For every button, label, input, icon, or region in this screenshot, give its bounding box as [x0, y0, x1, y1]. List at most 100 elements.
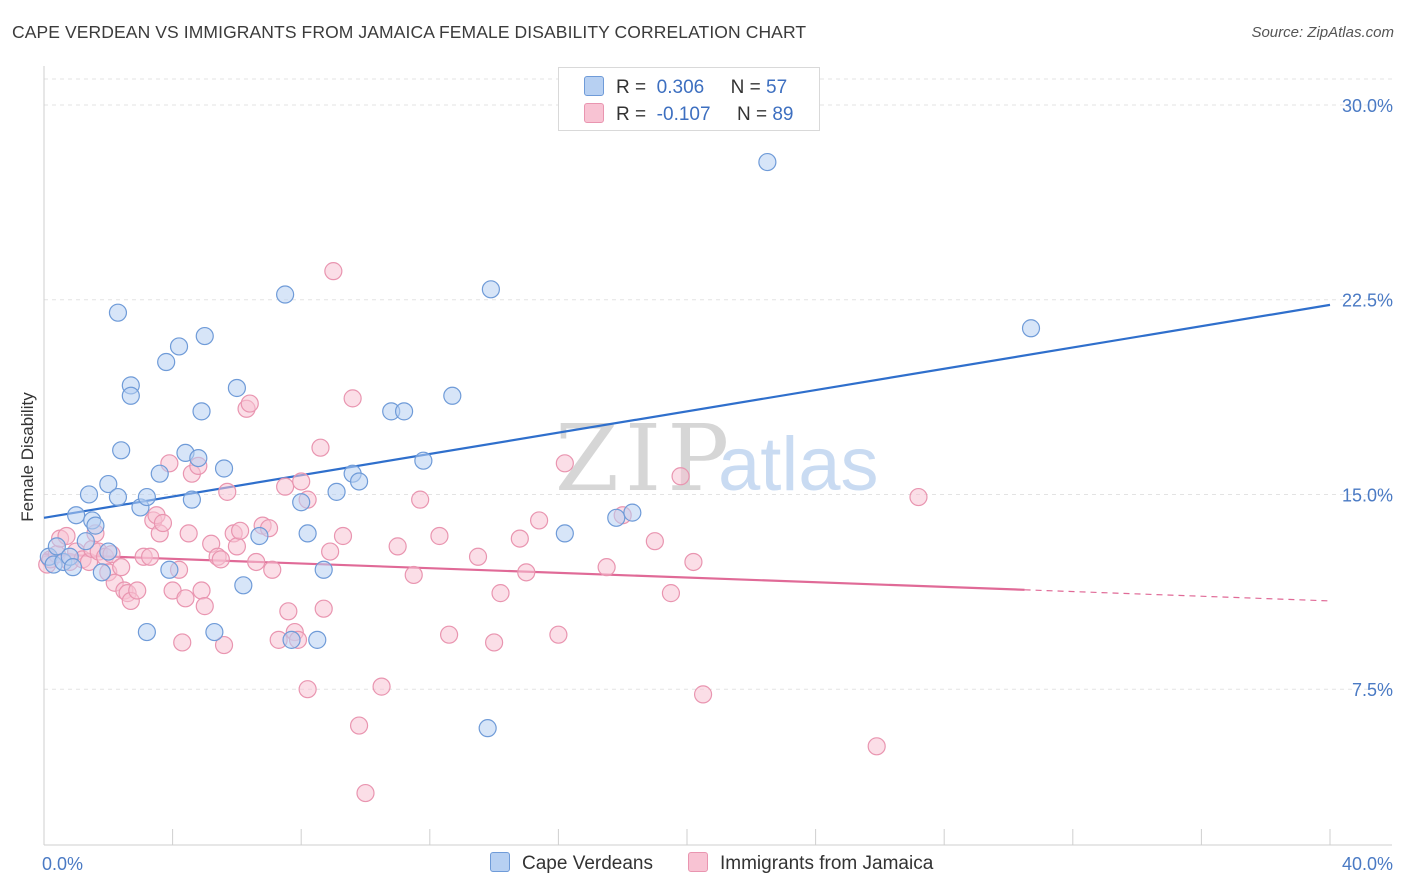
cape-verdean-point	[623, 503, 642, 522]
jamaica-point	[112, 558, 131, 577]
legend-n-value: 57	[766, 77, 788, 98]
cape-verdean-point	[182, 490, 201, 509]
cape-verdean-point	[327, 482, 346, 501]
jamaica-point	[298, 680, 317, 699]
jamaica-point	[227, 537, 246, 556]
jamaica-point	[349, 716, 369, 735]
legend-n-label: N =	[736, 104, 768, 125]
jamaica-point	[314, 599, 333, 618]
cape-verdean-point	[555, 524, 574, 543]
series-cape-verdean-points	[39, 152, 1041, 738]
watermark: ZIP atlas	[555, 405, 879, 512]
watermark-zip: ZIP	[555, 405, 735, 512]
bottom-legend-label: Cape Verdeans	[522, 853, 653, 874]
cape-verdean-point	[205, 622, 224, 642]
trend-line-0	[43, 303, 1331, 519]
jamaica-point	[173, 633, 192, 652]
jamaica-point	[867, 737, 886, 756]
cape-verdean-point	[298, 524, 317, 543]
cape-verdean-point	[234, 576, 253, 595]
jamaica-point	[263, 560, 282, 579]
series-jamaica-points	[38, 262, 928, 803]
legend-swatch-pink	[584, 103, 604, 123]
y-axis-title: Female Disability	[18, 392, 37, 522]
jamaica-point	[671, 467, 690, 486]
legend-row-jamaica: R = -0.107 N = 89	[584, 103, 793, 127]
jamaica-point	[214, 635, 234, 655]
y-tick-label: 15.0%	[1342, 485, 1393, 505]
cape-verdean-point	[308, 630, 327, 649]
cape-verdean-point	[481, 280, 500, 299]
jamaica-point	[292, 472, 311, 491]
cape-verdean-point	[92, 563, 111, 582]
jamaica-point	[549, 625, 568, 644]
grid-lines	[44, 78, 1392, 690]
bottom-legend-jamaica: Immigrants from Jamaica	[688, 852, 933, 875]
chart-title: CAPE VERDEAN VS IMMIGRANTS FROM JAMAICA …	[12, 22, 807, 42]
jamaica-point	[176, 589, 195, 608]
y-tick-label: 30.0%	[1342, 96, 1393, 116]
cape-verdean-point	[250, 526, 269, 546]
cape-verdean-point	[607, 508, 626, 527]
legend-swatch-blue	[584, 76, 604, 96]
jamaica-point	[153, 513, 173, 533]
cape-verdean-point	[192, 402, 211, 421]
jamaica-point	[343, 389, 362, 408]
jamaica-point	[684, 552, 703, 572]
cape-verdean-point	[394, 402, 414, 421]
jamaica-point	[324, 262, 343, 281]
cape-verdean-point	[67, 506, 86, 525]
jamaica-point	[597, 558, 616, 577]
cape-verdean-point	[276, 285, 295, 304]
cape-verdean-point	[79, 485, 99, 504]
cape-verdean-point	[414, 451, 433, 470]
cape-verdean-point	[150, 464, 169, 483]
jamaica-point	[485, 633, 504, 652]
bottom-legend-swatch-blue	[490, 852, 510, 872]
jamaica-point	[195, 597, 214, 616]
cape-verdean-point	[195, 326, 214, 346]
jamaica-point	[231, 521, 250, 540]
cape-verdean-point	[108, 487, 128, 507]
jamaica-point	[530, 511, 549, 530]
jamaica-point	[468, 547, 488, 566]
cape-verdean-point	[63, 558, 83, 577]
bottom-legend-label: Immigrants from Jamaica	[720, 853, 934, 874]
cape-verdean-point	[99, 542, 118, 561]
jamaica-point	[218, 482, 237, 501]
cape-verdean-point	[214, 459, 234, 478]
jamaica-point	[411, 490, 430, 509]
jamaica-point	[439, 625, 459, 644]
cape-verdean-point	[160, 560, 179, 579]
trend-line-extension-1	[1024, 589, 1331, 602]
cape-verdean-point	[292, 493, 311, 512]
cape-verdean-point	[99, 474, 118, 494]
jamaica-point	[430, 526, 449, 546]
legend-r-value: 0.306	[656, 77, 705, 98]
jamaica-point	[247, 552, 266, 572]
bottom-legend-cape-verdeans: Cape Verdeans	[490, 852, 653, 875]
cape-verdean-point	[169, 337, 189, 356]
jamaica-point	[372, 677, 391, 696]
jamaica-point	[693, 685, 713, 704]
cape-verdean-point	[758, 152, 777, 172]
jamaica-point	[276, 477, 295, 496]
jamaica-point	[661, 584, 681, 603]
jamaica-point	[211, 550, 230, 569]
cape-verdean-point	[76, 532, 95, 551]
cape-verdean-point	[47, 537, 66, 556]
cape-verdean-point	[137, 487, 156, 507]
cape-verdean-point	[137, 622, 156, 642]
correlation-legend: R = 0.306 N = 57 R = -0.107 N = 89	[558, 67, 820, 131]
y-tick-label: 7.5%	[1352, 680, 1393, 700]
bottom-legend-swatch-pink	[688, 852, 708, 872]
jamaica-point	[240, 394, 259, 413]
y-tick-label: 22.5%	[1342, 291, 1393, 311]
jamaica-point	[192, 581, 211, 600]
legend-row-cape-verdean: R = 0.306 N = 57	[584, 76, 787, 100]
cape-verdean-point	[349, 472, 369, 491]
legend-n-label: N =	[730, 77, 761, 98]
jamaica-point	[311, 438, 330, 457]
cape-verdean-point	[478, 719, 497, 738]
